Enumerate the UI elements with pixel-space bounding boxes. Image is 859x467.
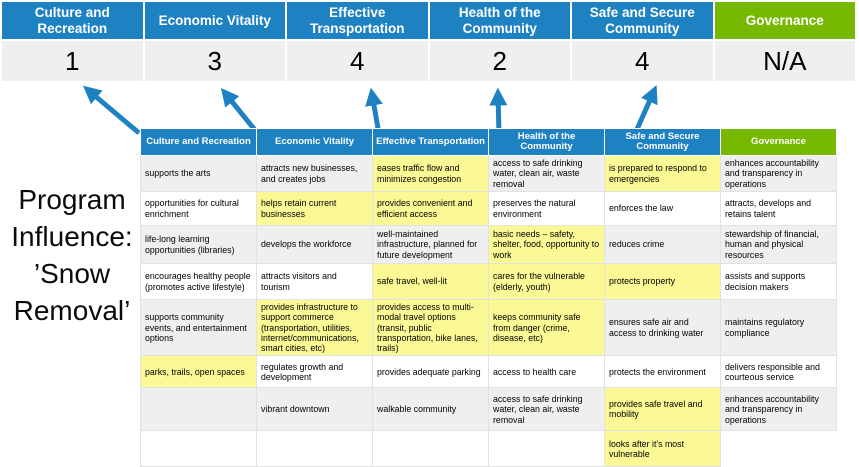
summary-score-value: 2 [429, 41, 570, 81]
summary-header-label: Health of the Community [429, 2, 570, 39]
matrix-cell: life-long learning opportunities (librar… [140, 225, 257, 264]
up-arrow-1 [83, 85, 141, 135]
matrix-cell [140, 387, 257, 432]
matrix-cell: keeps community safe from danger (crime,… [488, 298, 605, 357]
matrix-cell: provides adequate parking [372, 355, 489, 389]
matrix-header-tr: Culture and Recreation Economic Vitality E… [140, 128, 837, 156]
matrix-row-4: encourages healthy people (promotes acti… [140, 263, 837, 300]
summary-header-label: Culture and Recreation [2, 2, 143, 39]
matrix-cell: parks, trails, open spaces [140, 355, 257, 389]
summary-header-label: Economic Vitality [144, 2, 285, 39]
summary-column-4: Health of the Community 2 [429, 2, 570, 81]
matrix-cell: enhances accountability and transparency… [720, 387, 837, 432]
matrix-cell: attracts, develops and retains talent [720, 191, 837, 226]
matrix-cell: preserves the natural environment [488, 191, 605, 226]
matrix-cell: maintains regulatory compliance [720, 298, 837, 357]
matrix-cell: enforces the law [604, 191, 721, 226]
matrix-cell: provides convenient and efficient access [372, 191, 489, 226]
matrix-row-5: supports community events, and entertain… [140, 298, 837, 357]
summary-table: Culture and Recreation 1 Economic Vitality… [2, 2, 855, 81]
matrix-cell: walkable community [372, 387, 489, 432]
matrix-cell: delivers responsible and courteous servi… [720, 355, 837, 389]
matrix-cell: protects the environment [604, 355, 721, 389]
matrix-cell: access to health care [488, 355, 605, 389]
matrix-cell: attracts new businesses, and creates job… [256, 155, 373, 192]
matrix-cell: enhances accountability and transparency… [720, 155, 837, 192]
matrix-cell: is prepared to respond to emergencies [604, 155, 721, 192]
matrix-cell: attracts visitors and tourism [256, 263, 373, 300]
summary-score-value: N/A [714, 41, 855, 81]
matrix-row-6: parks, trails, open spaces regulates grow… [140, 355, 837, 389]
summary-column-6: Governance N/A [714, 2, 855, 81]
matrix-cell: helps retain current businesses [256, 191, 373, 226]
matrix-cell: opportunities for cultural enrichment [140, 191, 257, 226]
matrix-row-3: life-long learning opportunities (librar… [140, 225, 837, 264]
matrix-cell: ensures safe air and access to drinking … [604, 298, 721, 357]
summary-header-label: Effective Transportation [287, 2, 428, 39]
matrix-cell: provides access to multi-modal travel op… [372, 298, 489, 357]
matrix-cell: stewardship of financial, human and phys… [720, 225, 837, 264]
matrix-cell [720, 430, 837, 467]
matrix-cell: reduces crime [604, 225, 721, 264]
summary-header-label: Safe and Secure Community [572, 2, 713, 39]
matrix-column-header: Health of the Community [488, 128, 605, 156]
matrix-row-7: vibrant downtown walkable community access… [140, 387, 837, 432]
matrix-column-header: Culture and Recreation [140, 128, 257, 156]
matrix-body: supports the arts attracts new businesses… [140, 155, 837, 467]
summary-score-value: 4 [287, 41, 428, 81]
matrix-cell: cares for the vulnerable (elderly, youth… [488, 263, 605, 300]
matrix-cell: eases traffic flow and minimizes congest… [372, 155, 489, 192]
program-influence-title: Program Influence: ’Snow Removal’ [11, 184, 133, 326]
matrix-cell: encourages healthy people (promotes acti… [140, 263, 257, 300]
summary-column-3: Effective Transportation 4 [287, 2, 428, 81]
summary-column-2: Economic Vitality 3 [144, 2, 285, 81]
up-arrow-3 [365, 87, 383, 135]
summary-header-label: Governance [714, 2, 855, 39]
summary-score-value: 3 [144, 41, 285, 81]
summary-column-5: Safe and Secure Community 4 [572, 2, 713, 81]
summary-score-value: 1 [2, 41, 143, 81]
matrix-cell: looks after it's most vulnerable [604, 430, 721, 467]
matrix-cell [256, 430, 373, 467]
matrix-column-header: Effective Transportation [372, 128, 489, 156]
matrix-wrap: Culture and Recreation Economic Vitality E… [140, 128, 837, 467]
influence-matrix-table: Culture and Recreation Economic Vitality E… [140, 128, 837, 467]
matrix-cell [372, 430, 489, 467]
summary-score-value: 4 [572, 41, 713, 81]
summary-column-1: Culture and Recreation 1 [2, 2, 143, 81]
matrix-cell: regulates growth and development [256, 355, 373, 389]
matrix-cell: supports the arts [140, 155, 257, 192]
matrix-cell: protects property [604, 263, 721, 300]
up-arrow-4 [489, 87, 508, 135]
matrix-cell: access to safe drinking water, clean air… [488, 387, 605, 432]
matrix-header-row: Culture and Recreation Economic Vitality E… [140, 128, 837, 156]
matrix-cell: assists and supports decision makers [720, 263, 837, 300]
matrix-row-8: looks after it's most vulnerable [140, 430, 837, 467]
matrix-cell: provides infrastructure to support comme… [256, 298, 373, 357]
matrix-cell: supports community events, and entertain… [140, 298, 257, 357]
matrix-cell: safe travel, well-lit [372, 263, 489, 300]
matrix-row-1: supports the arts attracts new businesses… [140, 155, 837, 192]
matrix-cell: vibrant downtown [256, 387, 373, 432]
matrix-cell: well-maintained infrastructure, planned … [372, 225, 489, 264]
matrix-cell: access to safe drinking water, clean air… [488, 155, 605, 192]
matrix-column-header: Safe and Secure Community [604, 128, 721, 156]
matrix-cell: provides safe travel and mobility [604, 387, 721, 432]
matrix-cell: develops the workforce [256, 225, 373, 264]
matrix-cell [488, 430, 605, 467]
matrix-column-header: Governance [720, 128, 837, 156]
matrix-column-header: Economic Vitality [256, 128, 373, 156]
matrix-cell: basic needs – safety, shelter, food, opp… [488, 225, 605, 264]
matrix-cell [140, 430, 257, 467]
matrix-row-2: opportunities for cultural enrichment hel… [140, 191, 837, 226]
